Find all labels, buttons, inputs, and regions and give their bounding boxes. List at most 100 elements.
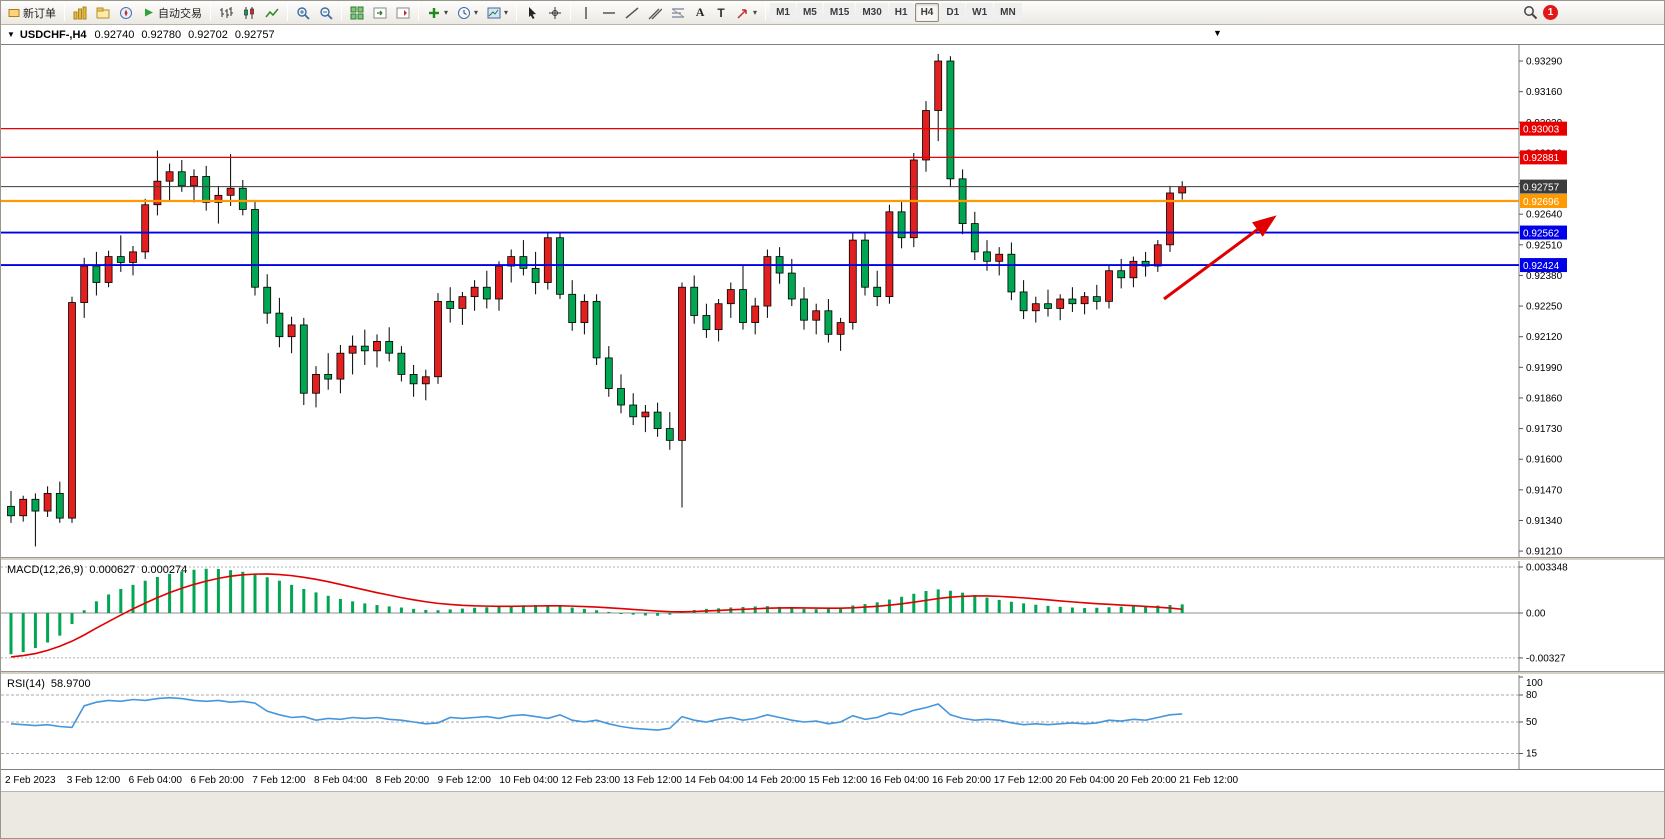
macd-bar (778, 606, 782, 613)
notification-badge[interactable]: 1 (1543, 5, 1558, 20)
timeframe-button-d1[interactable]: D1 (940, 3, 966, 22)
vertical-line-button[interactable] (575, 3, 597, 23)
arrows-button[interactable]: ▾ (732, 3, 761, 23)
macd-bar (119, 588, 123, 613)
profiles-button[interactable] (92, 3, 114, 23)
candle-body (409, 373, 418, 385)
candle-body (1056, 298, 1065, 309)
new-order-icon (8, 7, 20, 19)
crosshair-icon (548, 6, 562, 20)
macd-bar (216, 569, 220, 613)
panel-divider[interactable] (1, 671, 1664, 675)
fibonacci-button[interactable] (667, 3, 689, 23)
time-axis[interactable]: 2 Feb 2023 3 Feb 12:00 6 Feb 04:00 6 Feb 20… (1, 769, 1664, 791)
timeframe-button-m5[interactable]: M5 (796, 3, 823, 22)
timeframe-button-m1[interactable]: M1 (770, 3, 796, 22)
macd-bar (70, 613, 74, 624)
periods-button[interactable]: ▾ (453, 3, 482, 23)
macd-bar (985, 597, 989, 613)
macd-bar (338, 598, 342, 613)
trendline-icon (625, 6, 639, 20)
periods-icon (457, 6, 471, 20)
indicators-button[interactable]: ▾ (423, 3, 452, 23)
candle-body (470, 286, 479, 298)
macd-bar (1058, 606, 1062, 613)
chart-shift-marker-icon: ▼ (1213, 28, 1222, 38)
text-label-button[interactable]: T (711, 3, 731, 23)
main-chart[interactable]: 0.932900.931600.930300.929000.927700.926… (1, 45, 1665, 557)
candle-body (312, 373, 320, 394)
ohlc-high: 0.92780 (141, 28, 182, 41)
timeframe-button-h4[interactable]: H4 (914, 3, 940, 22)
candle-body (287, 324, 296, 338)
macd-bar (314, 592, 318, 613)
candle-body (299, 324, 308, 394)
zoom-in-button[interactable] (292, 3, 314, 23)
timeframe-button-m30[interactable]: M30 (856, 3, 888, 22)
macd-bar (387, 606, 391, 613)
candlestick-chart-button[interactable] (238, 3, 260, 23)
trend-arrow[interactable] (1163, 215, 1277, 301)
crosshair-button[interactable] (544, 3, 566, 23)
macd-bar (558, 606, 562, 613)
macd-bar (1156, 605, 1160, 613)
new-chart-icon (73, 6, 87, 20)
macd-bar (351, 601, 355, 613)
price-axis[interactable] (1520, 45, 1665, 557)
auto-scroll-button[interactable] (369, 3, 391, 23)
macd-signal-line (10, 573, 1183, 658)
candle-body (665, 428, 674, 441)
bar-chart-button[interactable] (215, 3, 237, 23)
templates-button[interactable]: ▾ (483, 3, 512, 23)
toolbar-separator (341, 4, 342, 21)
cursor-button[interactable] (521, 3, 543, 23)
timeframe-button-m15[interactable]: M15 (823, 3, 856, 22)
new-order-label: 新订单 (23, 7, 56, 20)
timeframe-button-w1[interactable]: W1 (966, 3, 994, 22)
macd-bar (1131, 606, 1135, 613)
timeframe-button-mn[interactable]: MN (994, 3, 1022, 22)
text-button[interactable]: A (690, 3, 710, 23)
price-tick-label: 0.92380 (1526, 271, 1563, 282)
autotrading-icon (142, 6, 155, 19)
navigator-button[interactable] (115, 3, 137, 23)
line-chart-button[interactable] (261, 3, 283, 23)
macd-bar (448, 609, 452, 613)
new-chart-button[interactable] (69, 3, 91, 23)
search-button[interactable] (1519, 3, 1542, 23)
candle-body (946, 60, 955, 180)
autotrading-button[interactable]: 自动交易 (138, 3, 206, 23)
channel-icon (648, 6, 663, 20)
time-label: 14 Feb 04:00 (684, 775, 744, 786)
horizontal-line-button[interactable] (598, 3, 620, 23)
price-badge-label: 0.92424 (1523, 261, 1560, 272)
time-label: 8 Feb 20:00 (375, 775, 430, 786)
tile-windows-button[interactable] (346, 3, 368, 23)
price-tick-label: 0.91600 (1526, 455, 1563, 466)
chart-shift-button[interactable] (392, 3, 414, 23)
candle-body (702, 315, 711, 331)
fibonacci-icon (671, 6, 685, 20)
macd-bar (363, 603, 367, 613)
price-tick-label: 0.91340 (1526, 516, 1563, 527)
new-order-button[interactable]: 新订单 (4, 3, 60, 23)
zoom-out-button[interactable] (315, 3, 337, 23)
candle-body (1153, 244, 1162, 267)
macd-bar (1022, 603, 1026, 613)
trendline-button[interactable] (621, 3, 643, 23)
auto-scroll-icon (373, 6, 387, 20)
panel-divider[interactable] (1, 557, 1664, 561)
macd-bar (534, 605, 538, 613)
candle-body (336, 352, 345, 380)
macd-bar (802, 608, 806, 613)
ohlc-low: 0.92702 (188, 28, 228, 41)
price-badge-label: 0.93003 (1523, 124, 1560, 135)
price-tick-label: 0.93160 (1526, 87, 1563, 98)
timeframe-button-h1[interactable]: H1 (888, 3, 914, 22)
candle-body (629, 404, 638, 418)
candle-body (397, 352, 406, 375)
channel-button[interactable] (644, 3, 666, 23)
macd-bar (1009, 601, 1013, 613)
macd-panel[interactable]: 0.003348 0.00 -0.00327 (1, 561, 1665, 671)
